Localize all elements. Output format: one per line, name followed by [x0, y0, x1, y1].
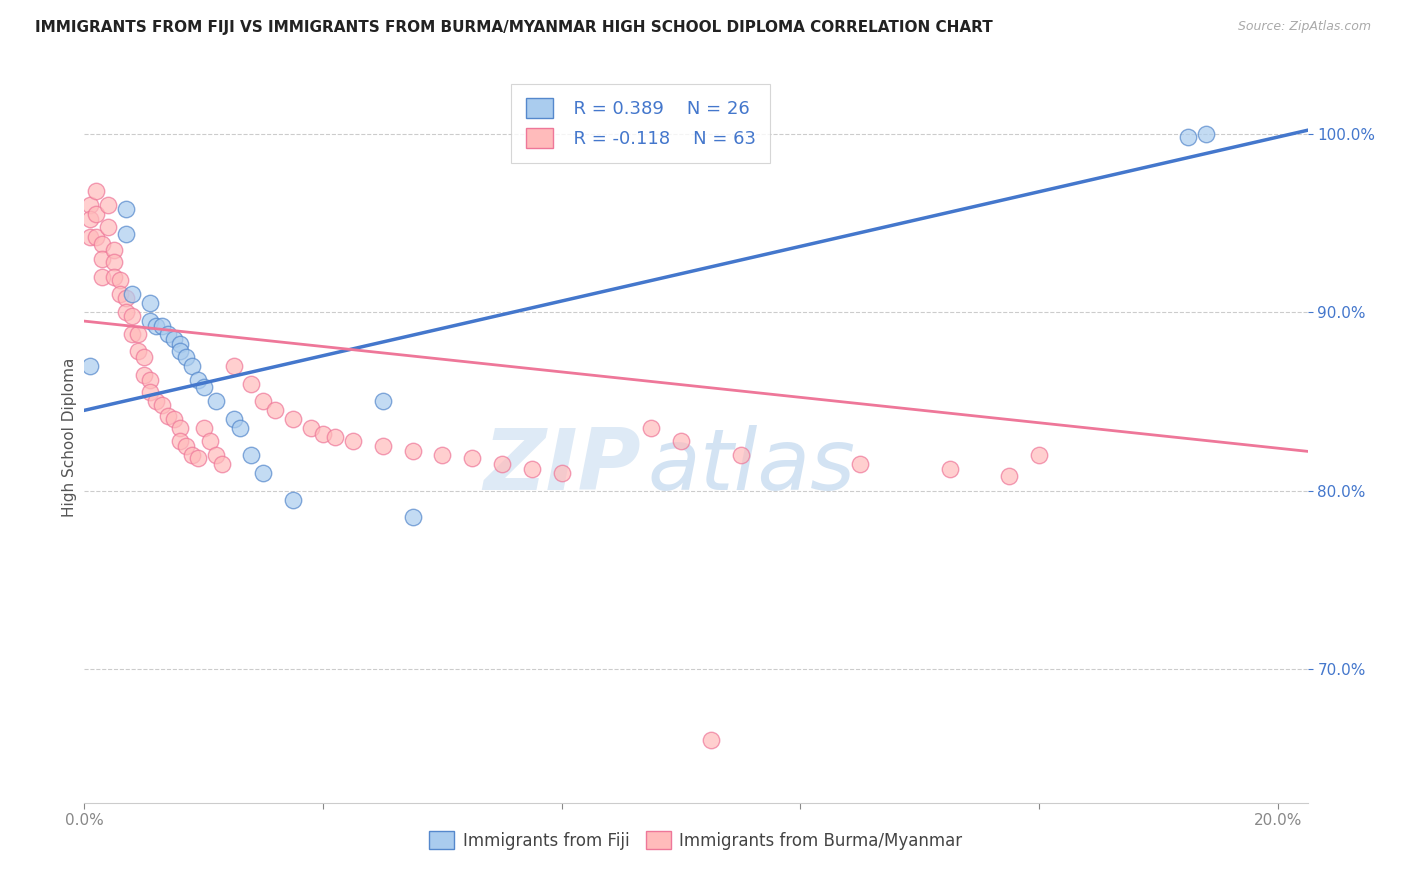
Text: Source: ZipAtlas.com: Source: ZipAtlas.com	[1237, 20, 1371, 33]
Point	[145, 394, 167, 409]
Point	[156, 409, 179, 423]
Point	[150, 319, 173, 334]
Point	[156, 326, 179, 341]
Point	[79, 198, 101, 212]
Point	[115, 202, 138, 216]
Point	[91, 237, 114, 252]
Point	[174, 439, 197, 453]
Point	[1028, 448, 1050, 462]
Point	[240, 376, 263, 391]
Point	[461, 451, 484, 466]
Point	[187, 451, 209, 466]
Point	[115, 227, 138, 241]
Point	[97, 198, 120, 212]
Point	[264, 403, 287, 417]
Point	[432, 448, 454, 462]
Point	[204, 394, 226, 409]
Point	[204, 448, 226, 462]
Point	[998, 469, 1021, 483]
Point	[169, 421, 191, 435]
Text: atlas: atlas	[647, 425, 855, 508]
Point	[240, 448, 263, 462]
Point	[193, 380, 215, 394]
Point	[79, 230, 101, 244]
Point	[121, 309, 143, 323]
Point	[371, 394, 394, 409]
Point	[132, 350, 155, 364]
Text: ZIP: ZIP	[484, 425, 641, 508]
Point	[323, 430, 346, 444]
Point	[491, 457, 513, 471]
Point	[299, 421, 322, 435]
Point	[84, 230, 107, 244]
Point	[187, 373, 209, 387]
Point	[401, 510, 423, 524]
Point	[115, 305, 138, 319]
Point	[91, 269, 114, 284]
Point	[145, 319, 167, 334]
Point	[108, 273, 131, 287]
Point	[193, 421, 215, 435]
Y-axis label: High School Diploma: High School Diploma	[62, 358, 77, 516]
Point	[174, 350, 197, 364]
Point	[163, 412, 186, 426]
Point	[169, 434, 191, 448]
Point	[640, 421, 662, 435]
Point	[228, 421, 250, 435]
Point	[342, 434, 364, 448]
Point	[84, 207, 107, 221]
Point	[121, 326, 143, 341]
Point	[222, 412, 245, 426]
Point	[283, 412, 305, 426]
Point	[1177, 130, 1199, 145]
Point	[97, 219, 120, 234]
Point	[84, 184, 107, 198]
Point	[139, 296, 162, 310]
Point	[180, 359, 202, 373]
Point	[401, 444, 423, 458]
Point	[551, 466, 574, 480]
Point	[849, 457, 872, 471]
Point	[1195, 127, 1218, 141]
Point	[180, 448, 202, 462]
Point	[312, 426, 335, 441]
Point	[139, 373, 162, 387]
Point	[103, 243, 125, 257]
Point	[103, 269, 125, 284]
Point	[103, 255, 125, 269]
Legend: Immigrants from Fiji, Immigrants from Burma/Myanmar: Immigrants from Fiji, Immigrants from Bu…	[423, 824, 969, 856]
Point	[211, 457, 233, 471]
Point	[139, 314, 162, 328]
Point	[730, 448, 752, 462]
Point	[127, 326, 149, 341]
Point	[121, 287, 143, 301]
Point	[252, 466, 274, 480]
Point	[198, 434, 221, 448]
Point	[938, 462, 960, 476]
Point	[150, 398, 173, 412]
Point	[132, 368, 155, 382]
Point	[283, 492, 305, 507]
Point	[127, 344, 149, 359]
Point	[91, 252, 114, 266]
Point	[169, 337, 191, 351]
Point	[163, 332, 186, 346]
Point	[669, 434, 692, 448]
Point	[79, 359, 101, 373]
Point	[139, 385, 162, 400]
Point	[252, 394, 274, 409]
Point	[700, 733, 723, 747]
Point	[520, 462, 543, 476]
Point	[371, 439, 394, 453]
Point	[108, 287, 131, 301]
Point	[222, 359, 245, 373]
Point	[169, 344, 191, 359]
Point	[79, 212, 101, 227]
Text: IMMIGRANTS FROM FIJI VS IMMIGRANTS FROM BURMA/MYANMAR HIGH SCHOOL DIPLOMA CORREL: IMMIGRANTS FROM FIJI VS IMMIGRANTS FROM …	[35, 20, 993, 35]
Point	[115, 291, 138, 305]
